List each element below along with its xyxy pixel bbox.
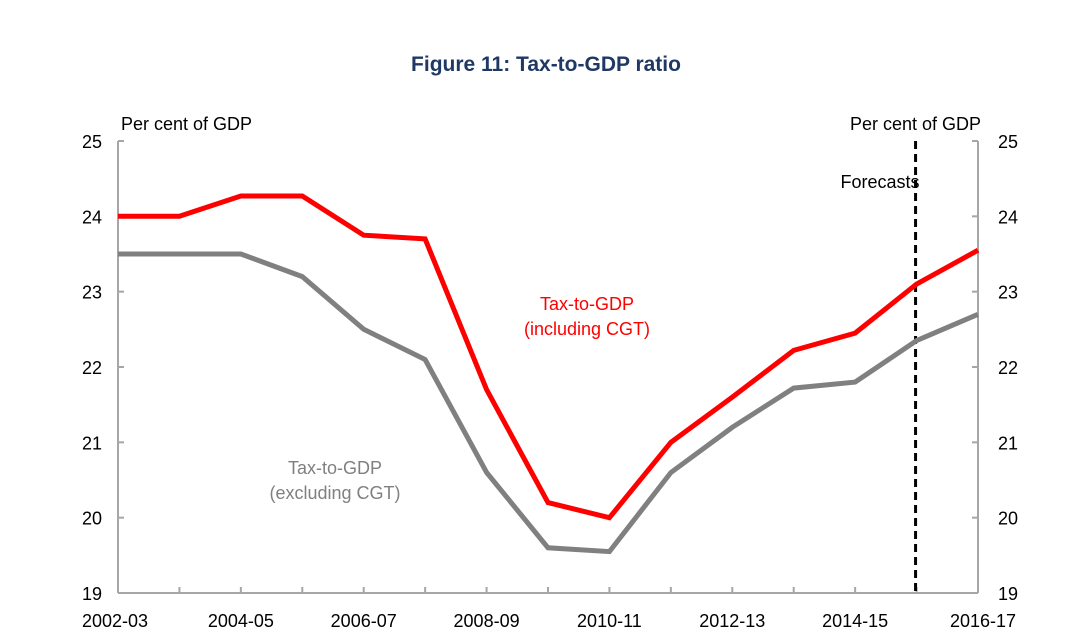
y-tick-label-right: 22 — [998, 358, 1018, 378]
y-axis-label-right: Per cent of GDP — [850, 114, 981, 134]
series-line — [118, 193, 980, 521]
x-tick-label: 2016-17 — [950, 611, 1016, 631]
series-label: Tax-to-GDP — [288, 458, 382, 478]
y-tick-label-left: 22 — [82, 358, 102, 378]
series-label: (excluding CGT) — [269, 483, 400, 503]
series-line — [118, 251, 979, 555]
y-tick-label-right: 21 — [998, 433, 1018, 453]
y-tick-label-left: 20 — [82, 509, 102, 529]
x-tick-label: 2012-13 — [699, 611, 765, 631]
y-tick-label-right: 20 — [998, 509, 1018, 529]
x-tick-label: 2002-03 — [82, 611, 148, 631]
y-tick-label-left: 23 — [82, 283, 102, 303]
x-tick-label: 2010-11 — [577, 611, 642, 631]
x-tick-label: 2006-07 — [331, 611, 397, 631]
y-tick-label-right: 19 — [998, 584, 1018, 604]
x-tick-label: 2004-05 — [208, 611, 274, 631]
series-label: Tax-to-GDP — [540, 294, 634, 314]
y-tick-label-left: 24 — [82, 207, 102, 227]
y-tick-label-right: 24 — [998, 207, 1018, 227]
forecast-label: Forecasts — [840, 172, 919, 192]
x-tick-label: 2014-15 — [822, 611, 888, 631]
plot-area: 19 19 20 20 21 21 22 22 23 23 24 24 25 25 2002-03 2004-… — [82, 132, 1018, 631]
y-tick-label-right: 23 — [998, 283, 1018, 303]
y-tick-label-left: 19 — [82, 584, 102, 604]
series-label: (including CGT) — [524, 319, 650, 339]
x-tick-label: 2008-09 — [454, 611, 520, 631]
y-tick-label-left: 25 — [82, 132, 102, 152]
y-tick-label-left: 21 — [82, 433, 102, 453]
chart-title: Figure 11: Tax-to-GDP ratio — [411, 53, 681, 76]
y-tick-label-right: 25 — [998, 132, 1018, 152]
y-axis-label-left: Per cent of GDP — [121, 114, 252, 134]
